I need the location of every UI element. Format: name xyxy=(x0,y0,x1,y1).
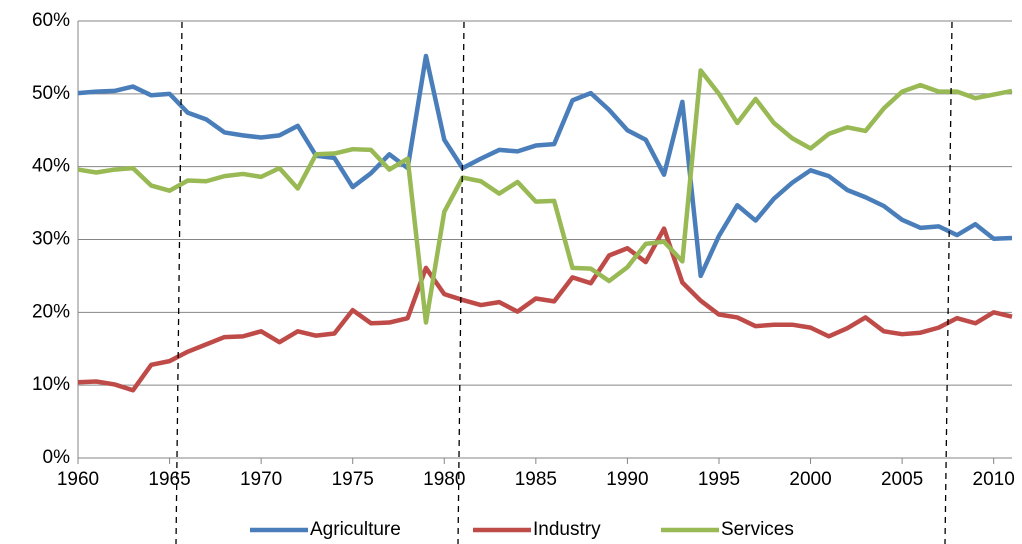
x-tick-label: 2000 xyxy=(789,469,831,490)
x-tick-label: 1960 xyxy=(57,469,99,490)
dashed-line xyxy=(457,21,465,544)
dashed-line xyxy=(944,21,953,544)
y-tick-label: 50% xyxy=(32,83,70,104)
series-line xyxy=(77,53,1013,279)
x-tick-label: 1995 xyxy=(698,469,740,490)
x-tick-label: 2005 xyxy=(881,469,923,490)
legend-label: Industry xyxy=(533,519,601,540)
x-tick-label: 1980 xyxy=(423,469,465,490)
y-tick-label: 40% xyxy=(32,156,70,177)
x-tick-label: 2010 xyxy=(973,469,1015,490)
x-tick-label: 1990 xyxy=(606,469,648,490)
series-line xyxy=(77,68,1013,325)
x-tick-label: 1975 xyxy=(332,469,374,490)
y-tick-label: 60% xyxy=(32,10,70,31)
plot: 0% 10% 20% 30% 40% 50% 60% 1960 1965 1970 1975 1980… xyxy=(32,10,1015,540)
y-tick-label: 0% xyxy=(43,447,71,468)
legend-label: Agriculture xyxy=(310,519,401,540)
y-tick-label: 10% xyxy=(32,374,70,395)
series-line xyxy=(77,226,1013,393)
x-tick-label: 1970 xyxy=(240,469,282,490)
x-tick-label: 1965 xyxy=(148,469,190,490)
y-tick-label: 30% xyxy=(32,229,70,250)
x-tick-label: 1985 xyxy=(515,469,557,490)
legend-label: Services xyxy=(721,519,794,540)
y-tick-label: 20% xyxy=(32,301,70,322)
reference-lines xyxy=(175,21,953,544)
